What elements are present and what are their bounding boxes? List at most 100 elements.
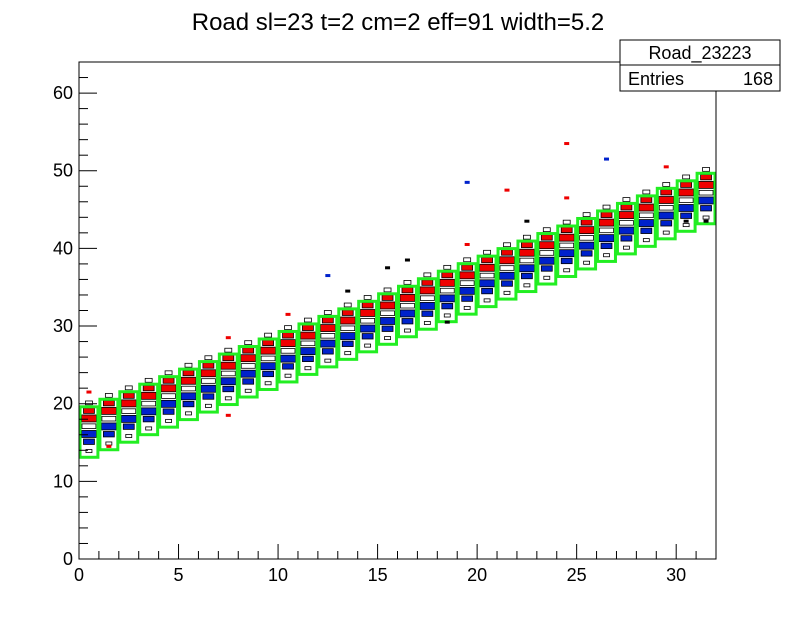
heatmap-cell bbox=[141, 400, 157, 407]
heatmap-cell bbox=[222, 385, 235, 393]
heatmap-cell bbox=[122, 392, 135, 399]
heatmap-cell bbox=[439, 278, 456, 287]
heatmap-cell bbox=[161, 393, 176, 399]
heatmap-cell bbox=[439, 287, 455, 294]
road-window bbox=[576, 216, 598, 271]
heatmap-cell bbox=[441, 271, 454, 279]
x-axis: 0 5 10 15 20 25 30 bbox=[74, 544, 717, 585]
heatmap-cell bbox=[339, 316, 356, 325]
x-tick-label: 10 bbox=[268, 565, 288, 585]
heatmap-cell bbox=[324, 358, 332, 363]
heatmap-cell bbox=[202, 393, 215, 400]
heatmap-cell bbox=[562, 219, 571, 225]
stats-name: Road_23223 bbox=[648, 43, 751, 64]
heatmap-cell bbox=[599, 227, 614, 234]
road-window bbox=[98, 397, 120, 452]
heatmap-cell bbox=[560, 257, 573, 265]
heatmap-cell bbox=[421, 279, 434, 286]
outlier-mark bbox=[444, 320, 450, 324]
heatmap-cell bbox=[523, 234, 531, 240]
heatmap-cell bbox=[463, 305, 471, 310]
heatmap-cell bbox=[698, 189, 714, 196]
heatmap-cell bbox=[284, 373, 292, 378]
heatmap-cell bbox=[461, 295, 474, 302]
heatmap-cell bbox=[560, 226, 573, 234]
heatmap-cell bbox=[623, 245, 630, 250]
heatmap-cell bbox=[142, 416, 155, 423]
heatmap-cell bbox=[264, 381, 272, 386]
heatmap-cell bbox=[682, 174, 691, 180]
heatmap-cell bbox=[578, 241, 595, 250]
heatmap-cell bbox=[340, 325, 356, 332]
x-tick-label: 15 bbox=[368, 565, 388, 585]
road-window bbox=[397, 284, 418, 339]
heatmap-cell bbox=[481, 287, 493, 295]
outlier-mark bbox=[464, 180, 470, 184]
heatmap-cell bbox=[519, 248, 535, 257]
heatmap-cell bbox=[622, 197, 631, 202]
heatmap-cell bbox=[540, 234, 553, 241]
road-window bbox=[337, 307, 359, 361]
heatmap-cell bbox=[85, 449, 93, 454]
heatmap-cell bbox=[124, 385, 133, 391]
heatmap-cell bbox=[521, 241, 533, 249]
heatmap-cell bbox=[583, 260, 590, 265]
heatmap-cell bbox=[638, 219, 655, 227]
heatmap-cell bbox=[304, 366, 312, 371]
heatmap-cell bbox=[339, 332, 356, 340]
heatmap-cell bbox=[660, 220, 673, 227]
heatmap-cell bbox=[160, 399, 177, 408]
heatmap-cell bbox=[244, 388, 252, 393]
outlier-mark bbox=[106, 444, 112, 448]
heatmap-cell bbox=[363, 295, 372, 300]
heatmap-cell bbox=[521, 272, 533, 280]
heatmap-cell bbox=[240, 363, 256, 369]
y-tick-label: 20 bbox=[53, 394, 73, 414]
heatmap-cell bbox=[479, 272, 495, 279]
heatmap-cell bbox=[503, 290, 511, 295]
outlier-mark bbox=[285, 312, 291, 316]
heatmap-cell bbox=[680, 181, 693, 188]
heatmap-cell bbox=[439, 294, 456, 303]
heatmap-cell bbox=[682, 223, 690, 228]
stats-entries-value: 168 bbox=[743, 69, 773, 89]
heatmap-cell bbox=[401, 287, 414, 294]
heatmap-cell bbox=[341, 309, 354, 316]
outlier-mark bbox=[564, 196, 570, 200]
heatmap-cell bbox=[658, 205, 674, 211]
road-window bbox=[695, 171, 717, 226]
heatmap-cell bbox=[81, 430, 97, 438]
heatmap-cell bbox=[642, 238, 650, 243]
heatmap-cell bbox=[344, 351, 352, 356]
heatmap-cell bbox=[700, 174, 712, 181]
heatmap-cell bbox=[678, 188, 695, 197]
heatmap-cell bbox=[284, 325, 292, 330]
road-window bbox=[635, 194, 657, 248]
heatmap-cell bbox=[200, 384, 217, 393]
y-tick-label: 10 bbox=[53, 471, 73, 491]
heatmap-cell bbox=[165, 418, 172, 423]
heatmap-cell bbox=[383, 287, 392, 293]
heatmap-cell bbox=[125, 434, 133, 438]
heatmap-cell bbox=[321, 317, 334, 324]
heatmap-cell bbox=[83, 407, 95, 414]
heatmap-cell bbox=[121, 408, 137, 414]
heatmap-cell bbox=[399, 294, 416, 302]
heatmap-cell bbox=[302, 324, 314, 331]
heatmap-cell bbox=[640, 227, 653, 234]
heatmap-cell bbox=[120, 415, 137, 423]
heatmap-cell bbox=[220, 370, 236, 377]
y-tick-label: 40 bbox=[53, 238, 73, 258]
heatmap-cell bbox=[180, 376, 197, 385]
heatmap-cell bbox=[598, 234, 615, 243]
heatmap-cell bbox=[205, 403, 212, 408]
heatmap-cell bbox=[501, 249, 513, 256]
y-axis: 0 10 20 30 40 50 60 bbox=[53, 61, 97, 569]
heatmap-cell bbox=[499, 271, 515, 280]
heatmap-cell bbox=[419, 302, 436, 310]
heatmap-cell bbox=[144, 377, 153, 383]
heatmap-cell bbox=[419, 295, 435, 301]
stats-entries-label: Entries bbox=[628, 69, 684, 89]
road-window bbox=[675, 179, 697, 233]
heatmap-cell bbox=[359, 324, 376, 333]
